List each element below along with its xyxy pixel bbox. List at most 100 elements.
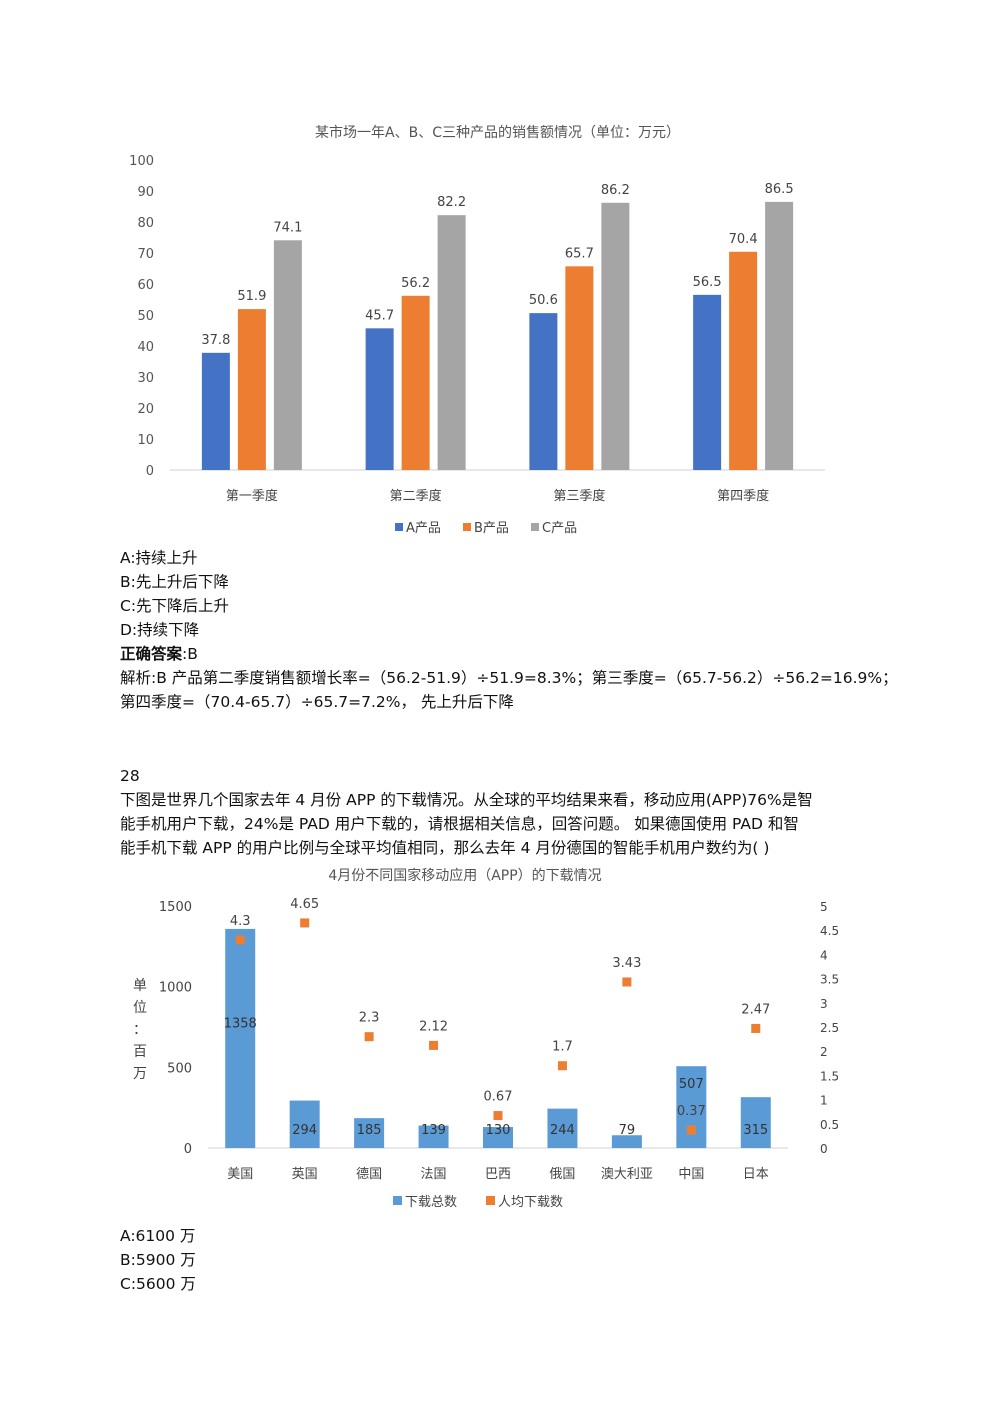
- bar-value-label: 50.6: [529, 293, 558, 308]
- bar-C产品: [437, 215, 466, 470]
- legend-label: 人均下载数: [498, 1195, 563, 1210]
- q28-option-b[interactable]: B:5900 万: [120, 1251, 196, 1269]
- bar-A产品: [693, 294, 722, 470]
- y-right-tick-label: 0: [820, 1142, 828, 1156]
- point-value-label: 4.65: [290, 897, 319, 912]
- y-left-tick-label: 1500: [159, 900, 192, 915]
- bar-A产品: [201, 352, 230, 470]
- q27-analysis-line1: 解析:B 产品第二季度销售额增长率=（56.2-51.9）÷51.9=8.3%；…: [120, 669, 898, 687]
- q28-number: 28: [120, 767, 140, 785]
- point-per-capita: [300, 918, 310, 928]
- y-left-tick-label: 0: [184, 1142, 192, 1157]
- legend-swatch: [531, 523, 539, 531]
- bar-value-label: 185: [357, 1123, 382, 1138]
- legend-label: A产品: [406, 521, 441, 536]
- bar-download-total: [354, 1118, 385, 1148]
- y-axis-label-char: 百: [133, 1044, 147, 1060]
- y-right-tick-label: 3: [820, 997, 828, 1011]
- q28-option-a[interactable]: A:6100 万: [120, 1227, 196, 1245]
- y-right-tick-label: 1.5: [820, 1069, 839, 1083]
- x-category-label: 日本: [743, 1167, 769, 1182]
- point-value-label: 2.12: [419, 1019, 448, 1034]
- point-per-capita: [686, 1125, 696, 1135]
- y-tick-label: 60: [137, 278, 154, 293]
- x-category-label: 第一季度: [226, 488, 278, 504]
- legend-swatch: [486, 1196, 495, 1205]
- y-axis-label-char: 单: [133, 978, 147, 994]
- bar-B产品: [729, 251, 758, 470]
- bar-C产品: [765, 201, 794, 470]
- legend-swatch: [395, 523, 403, 531]
- q27-answer: 正确答案:B: [120, 642, 198, 666]
- y-tick-label: 70: [137, 247, 154, 262]
- point-value-label: 3.43: [612, 956, 641, 971]
- point-value-label: 2.3: [359, 1011, 380, 1026]
- bar-A产品: [529, 313, 558, 470]
- bar-value-label: 315: [743, 1123, 768, 1138]
- app-downloads-combo-chart: 4月份不同国家移动应用（APP）的下载情况 0 500 1000 1500 0 0.5 1 1.…: [133, 867, 839, 1210]
- y-axis-label-char: 位: [133, 1000, 147, 1016]
- y-right-tick-label: 4: [820, 948, 828, 962]
- answer-label: 正确答案: [120, 645, 183, 663]
- bar-B产品: [401, 295, 430, 470]
- bar-value-label: 51.9: [237, 289, 266, 304]
- y-tick-label: 0: [146, 464, 154, 479]
- point-value-label: 0.67: [484, 1090, 513, 1105]
- point-per-capita: [364, 1032, 374, 1042]
- q27-option-b[interactable]: B:先上升后下降: [120, 573, 229, 591]
- bar-download-total: [547, 1108, 578, 1148]
- y-tick-label: 100: [129, 154, 154, 169]
- q27-option-a[interactable]: A:持续上升: [120, 549, 198, 567]
- y-tick-label: 20: [137, 402, 154, 417]
- answer-value: :B: [182, 645, 198, 663]
- legend-label: C产品: [542, 521, 577, 536]
- point-per-capita: [751, 1023, 761, 1033]
- bar-value-label: 65.7: [565, 246, 594, 261]
- y-right-tick-label: 3.5: [820, 973, 839, 987]
- bar-download-total: [740, 1097, 771, 1148]
- y-tick-label: 80: [137, 216, 154, 231]
- y-tick-label: 50: [137, 309, 154, 324]
- bar-value-label: 1358: [224, 1017, 257, 1032]
- bar-value-label: 79: [619, 1123, 636, 1138]
- x-category-label: 法国: [421, 1167, 447, 1182]
- x-category-label: 第三季度: [553, 488, 605, 504]
- bar-value-label: 82.2: [437, 195, 466, 210]
- y-right-tick-label: 2.5: [820, 1021, 839, 1035]
- y-axis-label-char: ：: [133, 1022, 147, 1038]
- y-right-tick-label: 2: [820, 1045, 828, 1059]
- y-axis-label-char: 万: [133, 1066, 147, 1082]
- x-category-label: 中国: [678, 1167, 704, 1182]
- point-per-capita: [557, 1061, 567, 1071]
- x-category-label: 美国: [227, 1167, 253, 1182]
- q27-option-c[interactable]: C:先下降后上升: [120, 597, 230, 615]
- q27-option-d[interactable]: D:持续下降: [120, 621, 200, 639]
- y-tick-label: 30: [137, 371, 154, 386]
- point-per-capita: [622, 977, 632, 987]
- q28-stem-line3: 能手机下载 APP 的用户比例与全球平均值相同，那么去年 4 月份德国的智能手机…: [120, 839, 770, 857]
- bar-value-label: 86.2: [601, 183, 630, 198]
- legend-label: 下载总数: [405, 1195, 457, 1210]
- x-category-label: 第二季度: [390, 488, 442, 504]
- q28-option-c[interactable]: C:5600 万: [120, 1275, 196, 1293]
- bar-download-total: [225, 928, 256, 1148]
- y-left-tick-label: 1000: [159, 981, 192, 996]
- bar-download-total: [611, 1135, 642, 1148]
- bar-value-label: 130: [486, 1123, 511, 1138]
- y-tick-label: 90: [137, 185, 154, 200]
- x-category-label: 巴西: [485, 1167, 511, 1182]
- x-category-label: 英国: [292, 1167, 318, 1182]
- y-tick-label: 40: [137, 340, 154, 355]
- legend-label: B产品: [474, 521, 509, 536]
- bar-value-label: 86.5: [765, 182, 794, 197]
- quarterly-sales-bar-chart: 某市场一年A、B、C三种产品的销售额情况（单位：万元） 0 10 20 30 40 50 60…: [129, 124, 825, 536]
- bar-value-label: 70.4: [729, 232, 758, 247]
- y-right-tick-label: 5: [820, 900, 828, 914]
- bar-value-label: 37.8: [201, 333, 230, 348]
- y-right-tick-label: 0.5: [820, 1118, 839, 1132]
- point-value-label: 0.37: [677, 1104, 706, 1119]
- y-left-tick-label: 500: [167, 1061, 192, 1076]
- point-value-label: 4.3: [230, 914, 251, 929]
- legend-swatch: [463, 523, 471, 531]
